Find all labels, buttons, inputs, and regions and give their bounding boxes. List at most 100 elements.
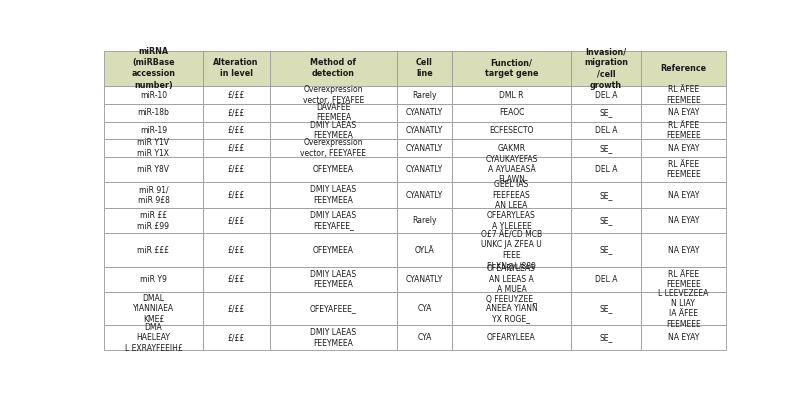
Text: RL ÄFEE
FEEMEEE: RL ÄFEE FEEMEEE: [666, 270, 701, 289]
Text: DML R: DML R: [499, 91, 524, 100]
Text: Alteration
in level: Alteration in level: [213, 58, 259, 79]
Text: £/££: £/££: [228, 126, 245, 135]
Text: NA EYAY: NA EYAY: [667, 108, 699, 117]
Bar: [270, 326, 397, 350]
Bar: [104, 86, 202, 104]
Text: Cell
line: Cell line: [416, 58, 433, 79]
Bar: [641, 292, 726, 326]
Text: miR Y9: miR Y9: [140, 275, 167, 284]
Bar: [571, 326, 641, 350]
Text: CYANATLY: CYANATLY: [406, 108, 443, 117]
Text: ECFESECTO: ECFESECTO: [489, 126, 534, 135]
Text: FEAOC: FEAOC: [499, 108, 524, 117]
Text: DMIY LAEAS
FEEYAFEE_: DMIY LAEAS FEEYAFEE_: [310, 211, 356, 231]
Bar: [452, 51, 571, 86]
Text: OFEYMEEA: OFEYMEEA: [313, 165, 354, 174]
Bar: [397, 233, 452, 267]
Bar: [270, 182, 397, 208]
Text: Method of
detection: Method of detection: [310, 58, 356, 79]
Bar: [270, 51, 397, 86]
Bar: [202, 51, 270, 86]
Text: miR-18b: miR-18b: [138, 108, 169, 117]
Bar: [202, 157, 270, 182]
Text: Rarely: Rarely: [412, 91, 437, 100]
Bar: [397, 292, 452, 326]
Text: OYLÄ: OYLÄ: [415, 246, 434, 254]
Text: £/££: £/££: [228, 304, 245, 313]
Text: DEL A: DEL A: [595, 126, 617, 135]
Text: DEL A: DEL A: [595, 91, 617, 100]
Bar: [641, 104, 726, 121]
Text: £/££: £/££: [228, 246, 245, 254]
Bar: [202, 104, 270, 121]
Bar: [202, 139, 270, 157]
Text: DMIY LAEAS
FEEYMEEA: DMIY LAEAS FEEYMEEA: [310, 121, 356, 140]
Bar: [397, 182, 452, 208]
Bar: [397, 139, 452, 157]
Bar: [202, 326, 270, 350]
Text: Q FEEUYZEE_
ANEEA YIANN
YX ROGE_: Q FEEUYZEE_ ANEEA YIANN YX ROGE_: [485, 294, 537, 324]
Bar: [641, 139, 726, 157]
Text: GAKMR: GAKMR: [497, 144, 526, 153]
Bar: [397, 326, 452, 350]
Bar: [641, 157, 726, 182]
Text: NA EYAY: NA EYAY: [667, 191, 699, 200]
Text: miR Y1V
miR Y1X: miR Y1V miR Y1X: [138, 139, 169, 158]
Text: OFEARYLEAS
A YLELEEE: OFEARYLEAS A YLELEEE: [487, 211, 536, 231]
Text: CYANATLY: CYANATLY: [406, 126, 443, 135]
Bar: [397, 121, 452, 139]
Text: DMAL
YIANNIAEA
KME£: DMAL YIANNIAEA KME£: [133, 294, 174, 324]
Text: miR Y8V: miR Y8V: [138, 165, 169, 174]
Text: OFEARYLEEA: OFEARYLEEA: [487, 333, 536, 342]
Bar: [270, 139, 397, 157]
Text: DMIY LAEAS
FEEYMEEA: DMIY LAEAS FEEYMEEA: [310, 185, 356, 205]
Text: DEL A: DEL A: [595, 275, 617, 284]
Bar: [641, 121, 726, 139]
Bar: [397, 51, 452, 86]
Text: SE_: SE_: [599, 144, 612, 153]
Text: miRNA
(miRBase
accession
number): miRNA (miRBase accession number): [131, 47, 176, 90]
Text: miR 91/
miR 9£8: miR 91/ miR 9£8: [138, 185, 169, 205]
Bar: [452, 121, 571, 139]
Bar: [452, 139, 571, 157]
Text: NA EYAY: NA EYAY: [667, 144, 699, 153]
Text: RL ÄFEE
FEEMEEE: RL ÄFEE FEEMEEE: [666, 121, 701, 140]
Bar: [104, 326, 202, 350]
Text: DMIY LAEAS
FEEYMEEA: DMIY LAEAS FEEYMEEA: [310, 328, 356, 347]
Bar: [571, 157, 641, 182]
Bar: [641, 86, 726, 104]
Bar: [397, 86, 452, 104]
Bar: [571, 233, 641, 267]
Text: DMIY LAEAS
FEEYMEEA: DMIY LAEAS FEEYMEEA: [310, 270, 356, 289]
Bar: [641, 326, 726, 350]
Bar: [202, 267, 270, 292]
Bar: [202, 121, 270, 139]
Text: SE_: SE_: [599, 108, 612, 117]
Bar: [452, 86, 571, 104]
Text: Overexpression
vector, FEYAFEE: Overexpression vector, FEYAFEE: [303, 85, 364, 105]
Text: NA EYAY: NA EYAY: [667, 216, 699, 225]
Bar: [104, 157, 202, 182]
Text: SE_: SE_: [599, 216, 612, 225]
Bar: [452, 104, 571, 121]
Bar: [104, 121, 202, 139]
Text: OFEYAFEEE_: OFEYAFEEE_: [310, 304, 356, 313]
Text: SE_: SE_: [599, 333, 612, 342]
Text: CYANATLY: CYANATLY: [406, 165, 443, 174]
Text: NA EYAY: NA EYAY: [667, 333, 699, 342]
Bar: [104, 51, 202, 86]
Bar: [202, 208, 270, 233]
Bar: [397, 157, 452, 182]
Bar: [571, 292, 641, 326]
Text: RL ÄFEE
FEEMEEE: RL ÄFEE FEEMEEE: [666, 85, 701, 105]
Text: SE_: SE_: [599, 246, 612, 254]
Bar: [202, 86, 270, 104]
Bar: [452, 326, 571, 350]
Text: DMA
HAELEAY
L EXRAYFEEIH£: DMA HAELEAY L EXRAYFEEIH£: [125, 323, 182, 353]
Bar: [104, 208, 202, 233]
Text: DAVAFEE
FEEMEEA: DAVAFEE FEEMEEA: [316, 103, 351, 122]
Bar: [397, 104, 452, 121]
Text: CYAUKAYEFAS
A AYUAEASÄ
FLAWN: CYAUKAYEFAS A AYUAEASÄ FLAWN: [485, 154, 538, 184]
Bar: [452, 233, 571, 267]
Bar: [641, 182, 726, 208]
